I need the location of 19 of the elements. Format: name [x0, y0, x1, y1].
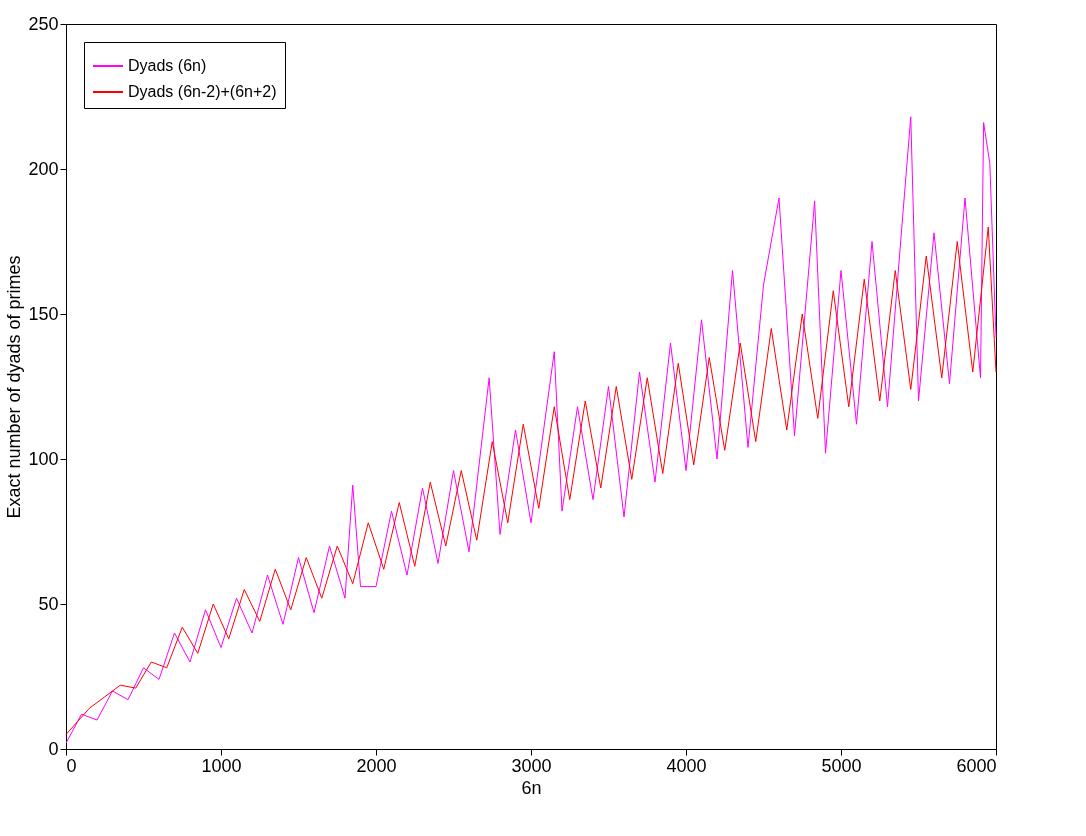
legend-label: Dyads (6n-2)+(6n+2) — [128, 83, 277, 100]
x-tick-label: 6000 — [956, 755, 997, 776]
y-tick-label: 250 — [28, 13, 59, 34]
y-tick-label: 150 — [28, 303, 59, 324]
x-tick-label: 0 — [66, 755, 77, 776]
line-series — [65, 226, 997, 735]
x-tick-label: 2000 — [356, 755, 397, 776]
line-series — [65, 116, 997, 744]
legend-label: Dyads (6n) — [128, 57, 207, 74]
y-tick-label: 100 — [28, 448, 59, 469]
y-tick-label: 50 — [38, 593, 59, 614]
x-axis-title: 6n — [521, 777, 542, 798]
y-axis-title: Exact number of dyads of primes — [4, 255, 25, 519]
x-tick-label: 1000 — [201, 755, 242, 776]
x-tick-label: 5000 — [821, 755, 862, 776]
x-tick-label: 3000 — [511, 755, 552, 776]
y-tick-label: 0 — [48, 738, 59, 759]
x-tick-label: 4000 — [666, 755, 707, 776]
y-tick-label: 200 — [28, 158, 59, 179]
